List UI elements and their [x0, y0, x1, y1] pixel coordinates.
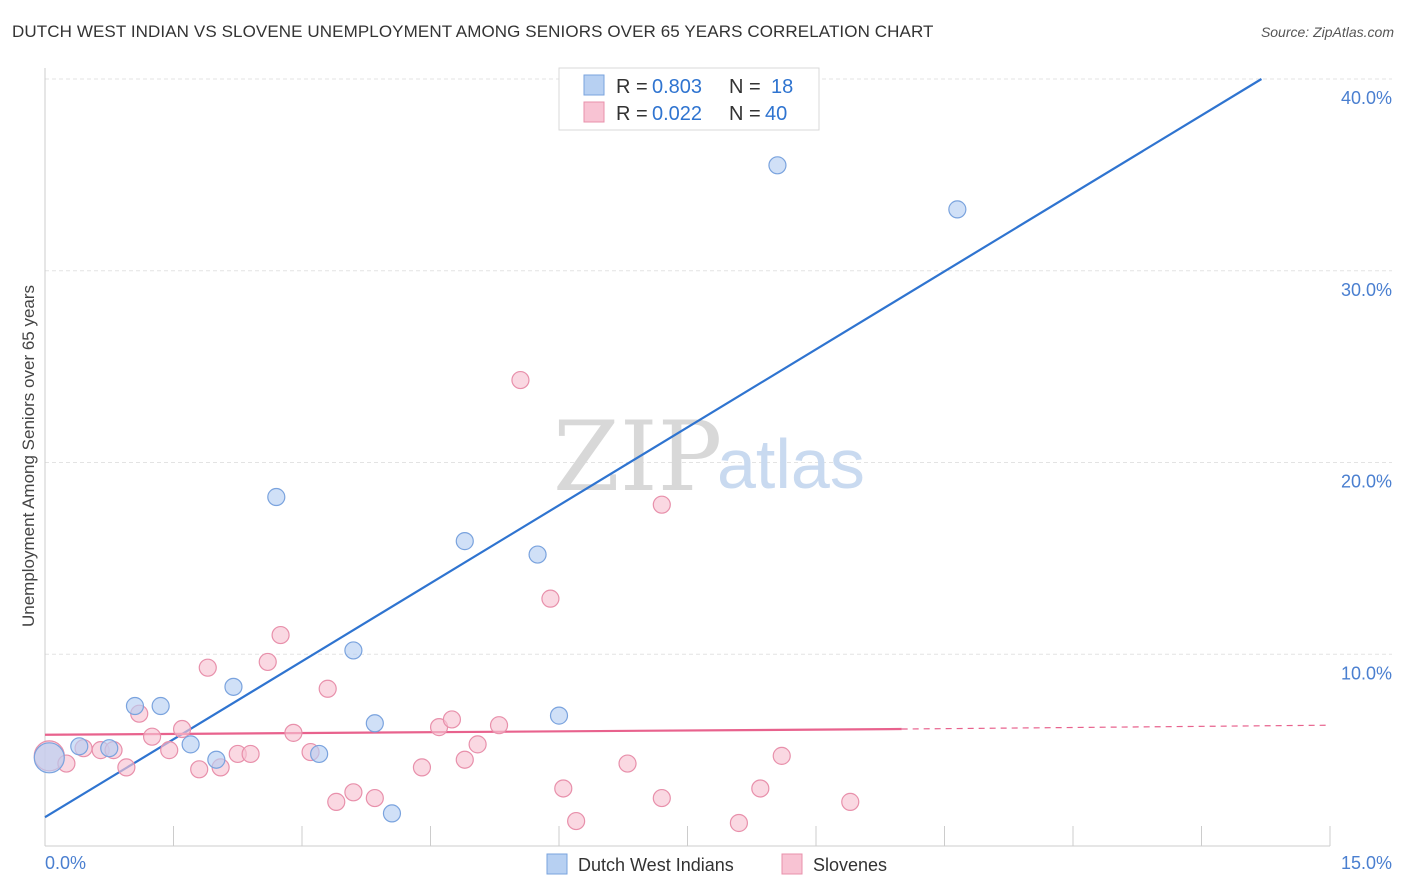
series-swatch-dutch-west-indians-icon: [546, 853, 568, 875]
legend-swatch-pink-icon: [583, 101, 605, 123]
point-slovene-10: [172, 719, 192, 739]
legend-r-value-1: 0.803: [652, 76, 702, 98]
point-dutch-west-indian-1: [33, 742, 65, 774]
point-slovene-33: [567, 811, 586, 831]
point-dutch-west-indian-11: [344, 641, 363, 660]
watermark-atlas: atlas: [717, 425, 865, 503]
point-slovene-12: [198, 658, 217, 677]
point-dutch-west-indian-9: [267, 487, 286, 507]
point-slovene-32: [554, 779, 573, 798]
axes: [44, 68, 1331, 847]
point-slovene-37: [729, 813, 749, 833]
legend-r-label-1: R =: [616, 76, 648, 98]
point-dutch-west-indian-2: [70, 737, 89, 756]
point-slovene-34: [618, 754, 637, 773]
point-slovene-11: [190, 760, 209, 779]
point-slovene-24: [412, 758, 432, 777]
data-points: [33, 156, 967, 833]
point-slovene-35: [652, 495, 671, 514]
point-slovene-38: [751, 779, 770, 798]
point-slovene-28: [468, 735, 487, 754]
point-dutch-west-indian-3: [100, 739, 119, 758]
point-dutch-west-indian-5: [151, 696, 170, 716]
point-slovene-15: [241, 744, 260, 764]
point-dutch-west-indian-8: [224, 677, 243, 696]
series-label-dutch-west-indians: Dutch West Indians: [578, 855, 734, 875]
trend-line-dutch-west-indians: [44, 78, 1263, 819]
y-tick-label-20: 20.0%: [1341, 472, 1392, 492]
legend: R = 0.803 N = 18 R = 0.022 N = 40: [558, 67, 820, 131]
point-slovene-27: [455, 750, 474, 769]
point-dutch-west-indian-7: [207, 750, 226, 769]
point-dutch-west-indian-14: [455, 532, 474, 551]
point-slovene-30: [511, 370, 530, 390]
x-tick-label-max: 15.0%: [1341, 853, 1392, 873]
trend-line-slovenes-extension: [901, 724, 1331, 730]
point-dutch-west-indian-10: [310, 744, 329, 764]
point-slovene-9: [160, 741, 179, 760]
watermark: ZIP atlas: [553, 401, 865, 513]
point-slovene-29: [489, 716, 509, 735]
point-slovene-17: [271, 625, 290, 645]
y-axis-label: Unemployment Among Seniors over 65 years: [19, 285, 38, 627]
point-dutch-west-indian-4: [125, 696, 145, 716]
point-dutch-west-indian-12: [365, 714, 384, 733]
legend-n-label-2: N =: [729, 103, 761, 125]
legend-r-value-2: 0.022: [652, 103, 702, 125]
point-slovene-16: [258, 652, 277, 672]
point-slovene-6: [117, 758, 136, 777]
point-slovene-18: [284, 723, 303, 742]
y-tick-labels: 10.0% 20.0% 30.0% 40.0%: [1341, 88, 1392, 683]
point-slovene-23: [365, 788, 384, 808]
point-dutch-west-indian-18: [948, 200, 967, 219]
point-dutch-west-indian-13: [382, 804, 402, 823]
x-tick-labels: 0.0% 15.0%: [45, 853, 1392, 873]
x-tick-label-min: 0.0%: [45, 853, 86, 873]
legend-r-label-2: R =: [616, 103, 648, 125]
point-dutch-west-indian-16: [549, 706, 569, 725]
series-legend: Dutch West Indians Slovenes: [546, 853, 887, 875]
point-dutch-west-indian-17: [768, 156, 787, 175]
y-tick-label-30: 30.0%: [1341, 280, 1392, 300]
point-slovene-22: [344, 783, 363, 802]
point-slovene-21: [327, 792, 346, 811]
point-slovene-26: [442, 710, 462, 729]
source-credit: Source: ZipAtlas.com: [1260, 24, 1394, 40]
legend-n-label-1: N =: [729, 76, 761, 98]
point-dutch-west-indian-15: [528, 545, 547, 564]
point-slovene-8: [142, 727, 162, 746]
legend-swatch-blue-icon: [583, 74, 605, 96]
y-tick-label-40: 40.0%: [1341, 88, 1392, 108]
gridlines: [45, 78, 1392, 655]
point-slovene-20: [318, 679, 337, 698]
legend-n-value-1: 18: [771, 76, 793, 98]
point-slovene-36: [652, 788, 671, 808]
point-dutch-west-indian-6: [181, 735, 200, 754]
point-slovene-31: [541, 589, 560, 608]
chart-title: DUTCH WEST INDIAN VS SLOVENE UNEMPLOYMEN…: [12, 22, 934, 41]
point-slovene-40: [841, 792, 860, 811]
series-swatch-slovenes-icon: [781, 853, 803, 875]
series-label-slovenes: Slovenes: [813, 855, 887, 875]
y-tick-label-10: 10.0%: [1341, 663, 1392, 683]
legend-n-value-2: 40: [765, 103, 787, 125]
point-slovene-39: [772, 746, 791, 765]
